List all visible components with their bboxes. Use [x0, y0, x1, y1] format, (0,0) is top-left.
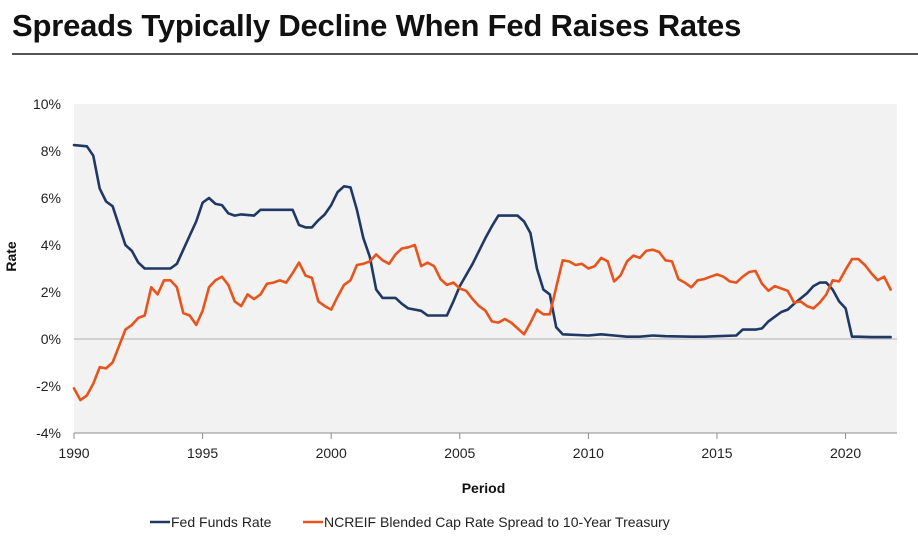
legend-label: Fed Funds Rate	[171, 514, 272, 530]
chart-title: Spreads Typically Decline When Fed Raise…	[12, 8, 742, 43]
series-layer	[72, 143, 892, 402]
legend: Fed Funds Rate NCREIF Blended Cap Rate Sp…	[150, 514, 670, 530]
x-tick-label: 2015	[701, 445, 732, 461]
y-axis-title: Rate	[3, 241, 19, 272]
x-tick-label: 1990	[58, 445, 89, 461]
y-tick-label: 6%	[41, 190, 61, 206]
plot-area	[74, 104, 897, 433]
y-tick-label: 8%	[41, 143, 61, 159]
y-tick-label: -4%	[36, 425, 61, 441]
y-axis-ticks: -4% -2% 0% 2% 4% 6% 8% 10%	[33, 96, 61, 441]
y-tick-label: -2%	[36, 378, 61, 394]
y-tick-label: 2%	[41, 284, 61, 300]
cap-rate-spread-line	[72, 243, 892, 402]
x-axis-title: Period	[462, 480, 506, 496]
title-divider	[12, 53, 918, 55]
x-tick-label: 2000	[316, 445, 347, 461]
y-tick-label: 0%	[41, 331, 61, 347]
x-tick-label: 1995	[187, 445, 218, 461]
y-tick-label: 4%	[41, 237, 61, 253]
x-tick-label: 2010	[573, 445, 604, 461]
x-axis-ticks: 1990 1995 2000 2005 2010 2015 2020	[58, 433, 861, 461]
x-tick-label: 2005	[444, 445, 475, 461]
legend-label: NCREIF Blended Cap Rate Spread to 10-Yea…	[324, 514, 670, 530]
x-tick-label: 2020	[830, 445, 861, 461]
fed-funds-rate-line	[72, 143, 892, 339]
y-tick-label: 10%	[33, 96, 61, 112]
